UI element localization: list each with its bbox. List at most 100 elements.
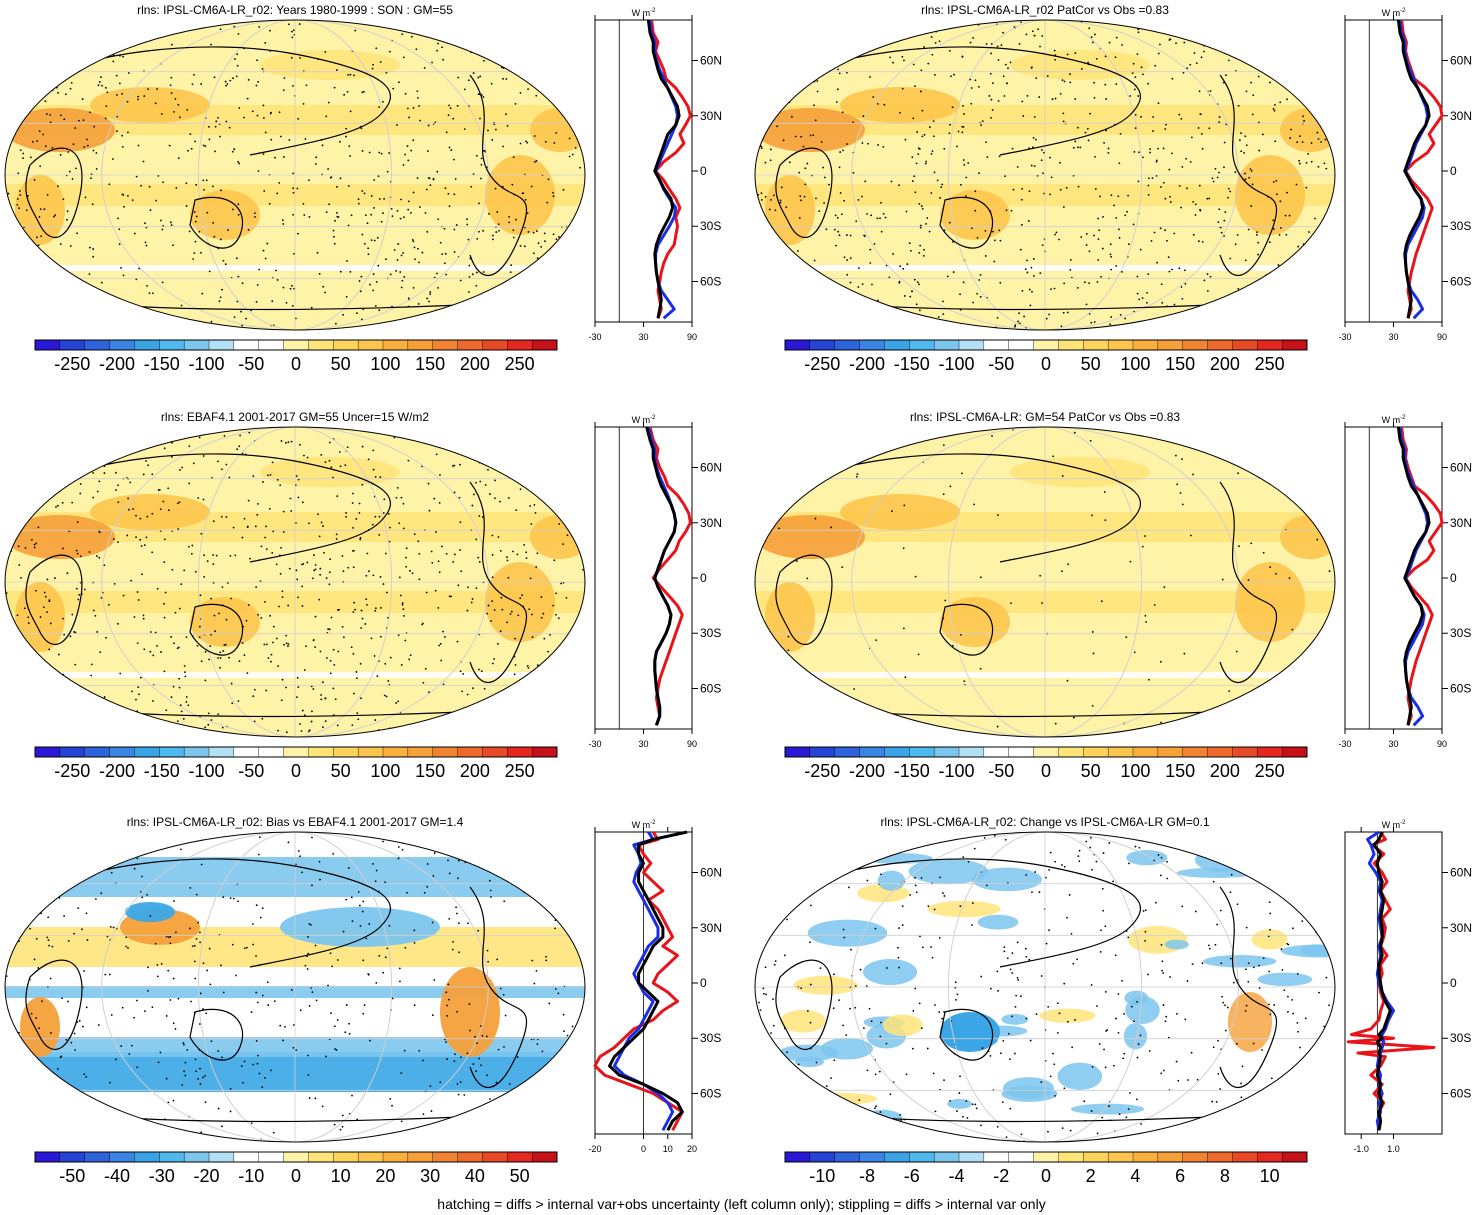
colorbar-tick-label: 2 [1086,1166,1096,1186]
colorbar-swatch [933,339,960,351]
colorbar-swatch [382,1151,409,1163]
colorbar-tick-label: 50 [1081,761,1101,781]
map-title: rlns: IPSL-CM6A-LR_r02 PatCor vs Obs =0.… [921,3,1169,17]
colorbar-tick-label: 6 [1175,1166,1185,1186]
colorbar-swatch [258,1151,285,1163]
colorbar-tick-label: -250 [54,354,90,374]
profile-lat-label: 60N [1450,866,1472,880]
colorbar-swatch [1132,339,1159,351]
colorbar-swatch [507,746,533,758]
colorbar-swatch [1083,339,1109,351]
colorbar-swatch [859,339,885,351]
colorbar-swatch [1157,1151,1184,1163]
zonal-profile: W m-2 60N 30N 0 30S 60S -30 30 90 [1338,415,1472,749]
profile-unit-label: W m-2 [1382,415,1406,425]
colorbar-tick-label: -6 [904,1166,920,1186]
map-border [4,426,586,738]
map-graticule [5,20,585,330]
colorbar-swatch [1281,746,1308,758]
profile-x-tick-label: 30 [1388,739,1398,749]
colorbar-swatch [109,1151,135,1163]
colorbar-swatch [784,1151,811,1163]
profile-series-red [593,831,684,1132]
map-border [754,426,1336,738]
colorbar-swatch [308,1151,334,1163]
colorbar-swatch [531,339,558,351]
colorbar-tick-label: 30 [420,1166,440,1186]
profile-lat-label: 30S [1450,1031,1471,1045]
panel-1: rlns: IPSL-CM6A-LR_r02 PatCor vs Obs =0.… [754,3,1472,374]
colorbar-tick-label: 40 [465,1166,485,1186]
profile-series-black [646,19,681,319]
colorbar-swatch [1132,746,1159,758]
colorbar-swatch [1107,1151,1134,1163]
profile-lat-label: 30N [1450,109,1472,123]
colorbar-swatch [233,746,260,758]
colorbar-swatch [333,746,359,758]
colorbar-swatch [958,746,985,758]
colorbar-swatch [983,1151,1010,1163]
profile-x-tick-label: 90 [687,332,697,342]
colorbar-swatch [84,1151,111,1163]
colorbar-tick-label: -200 [99,354,135,374]
profile-x-tick-label: 10 [663,1144,673,1154]
colorbar-swatch [233,339,260,351]
profile-lat-label: 30S [700,626,721,640]
colorbar-swatch [159,746,185,758]
colorbar-tick-label: 200 [1210,761,1240,781]
footer-note: hatching = diffs > internal var+obs unce… [437,1196,1046,1212]
colorbar-swatch [809,1151,836,1163]
colorbar-swatch [1182,746,1209,758]
colorbar-swatch [1157,746,1184,758]
profile-lat-label: 60N [700,866,722,880]
map-graticule [755,832,1335,1142]
colorbar-swatch [407,339,434,351]
profile-lat-label: 30S [700,1031,721,1045]
panel-2: rlns: EBAF4.1 2001-2017 GM=55 Uncer=15 W… [4,410,722,781]
panel-4: rlns: IPSL-CM6A-LR_r02: Bias vs EBAF4.1 … [4,815,722,1186]
colorbar-swatch [134,746,160,758]
colorbar-tick-label: -50 [59,1166,85,1186]
colorbar-swatch [382,746,409,758]
colorbar-swatch [183,339,210,351]
map-graticule [755,20,1335,330]
colorbar-swatch [983,746,1010,758]
colorbar-tick-label: -200 [99,761,135,781]
colorbar-tick-label: -4 [948,1166,964,1186]
colorbar-swatch [357,746,384,758]
profile-x-tick-label: 30 [1388,332,1398,342]
map-border [754,19,1336,331]
map-border [4,831,586,1143]
colorbar-swatch [1033,339,1059,351]
profile-x-tick-label: -20 [588,1144,601,1154]
colorbar-swatch [34,1151,61,1163]
profile-lat-label: 30S [700,219,721,233]
colorbar-swatch [834,1151,861,1163]
colorbar-tick-label: -200 [849,761,885,781]
colorbar-tick-label: 0 [1041,761,1051,781]
colorbar-tick-label: 100 [370,354,400,374]
colorbar-tick-label: 50 [331,354,351,374]
colorbar-swatch [432,339,459,351]
profile-lat-label: 30S [1450,219,1471,233]
zonal-profile: W m-2 60N 30N 0 30S 60S -1.0 1.0 [1344,820,1472,1154]
colorbar-swatch [983,339,1010,351]
map-border [754,831,1336,1143]
colorbar-tick-label: -10 [238,1166,264,1186]
colorbar-swatch [909,1151,935,1163]
profile-lat-label: 30S [1450,626,1471,640]
profile-x-tick-label: 90 [1437,739,1447,749]
colorbar-tick-label: 100 [1120,761,1150,781]
colorbar-tick-label: -30 [149,1166,175,1186]
colorbar-tick-label: -150 [144,354,180,374]
colorbar-swatch [84,746,111,758]
colorbar-tick-label: 200 [460,354,490,374]
colorbar-swatch [308,339,334,351]
profile-x-tick-label: -1.0 [1353,1144,1369,1154]
zonal-profile: W m-2 60N 30N 0 30S 60S -30 30 90 [588,415,722,749]
colorbar-swatch [308,746,334,758]
colorbar-swatch [208,339,235,351]
profile-unit-label: W m-2 [632,820,656,830]
colorbar-swatch [1132,1151,1159,1163]
